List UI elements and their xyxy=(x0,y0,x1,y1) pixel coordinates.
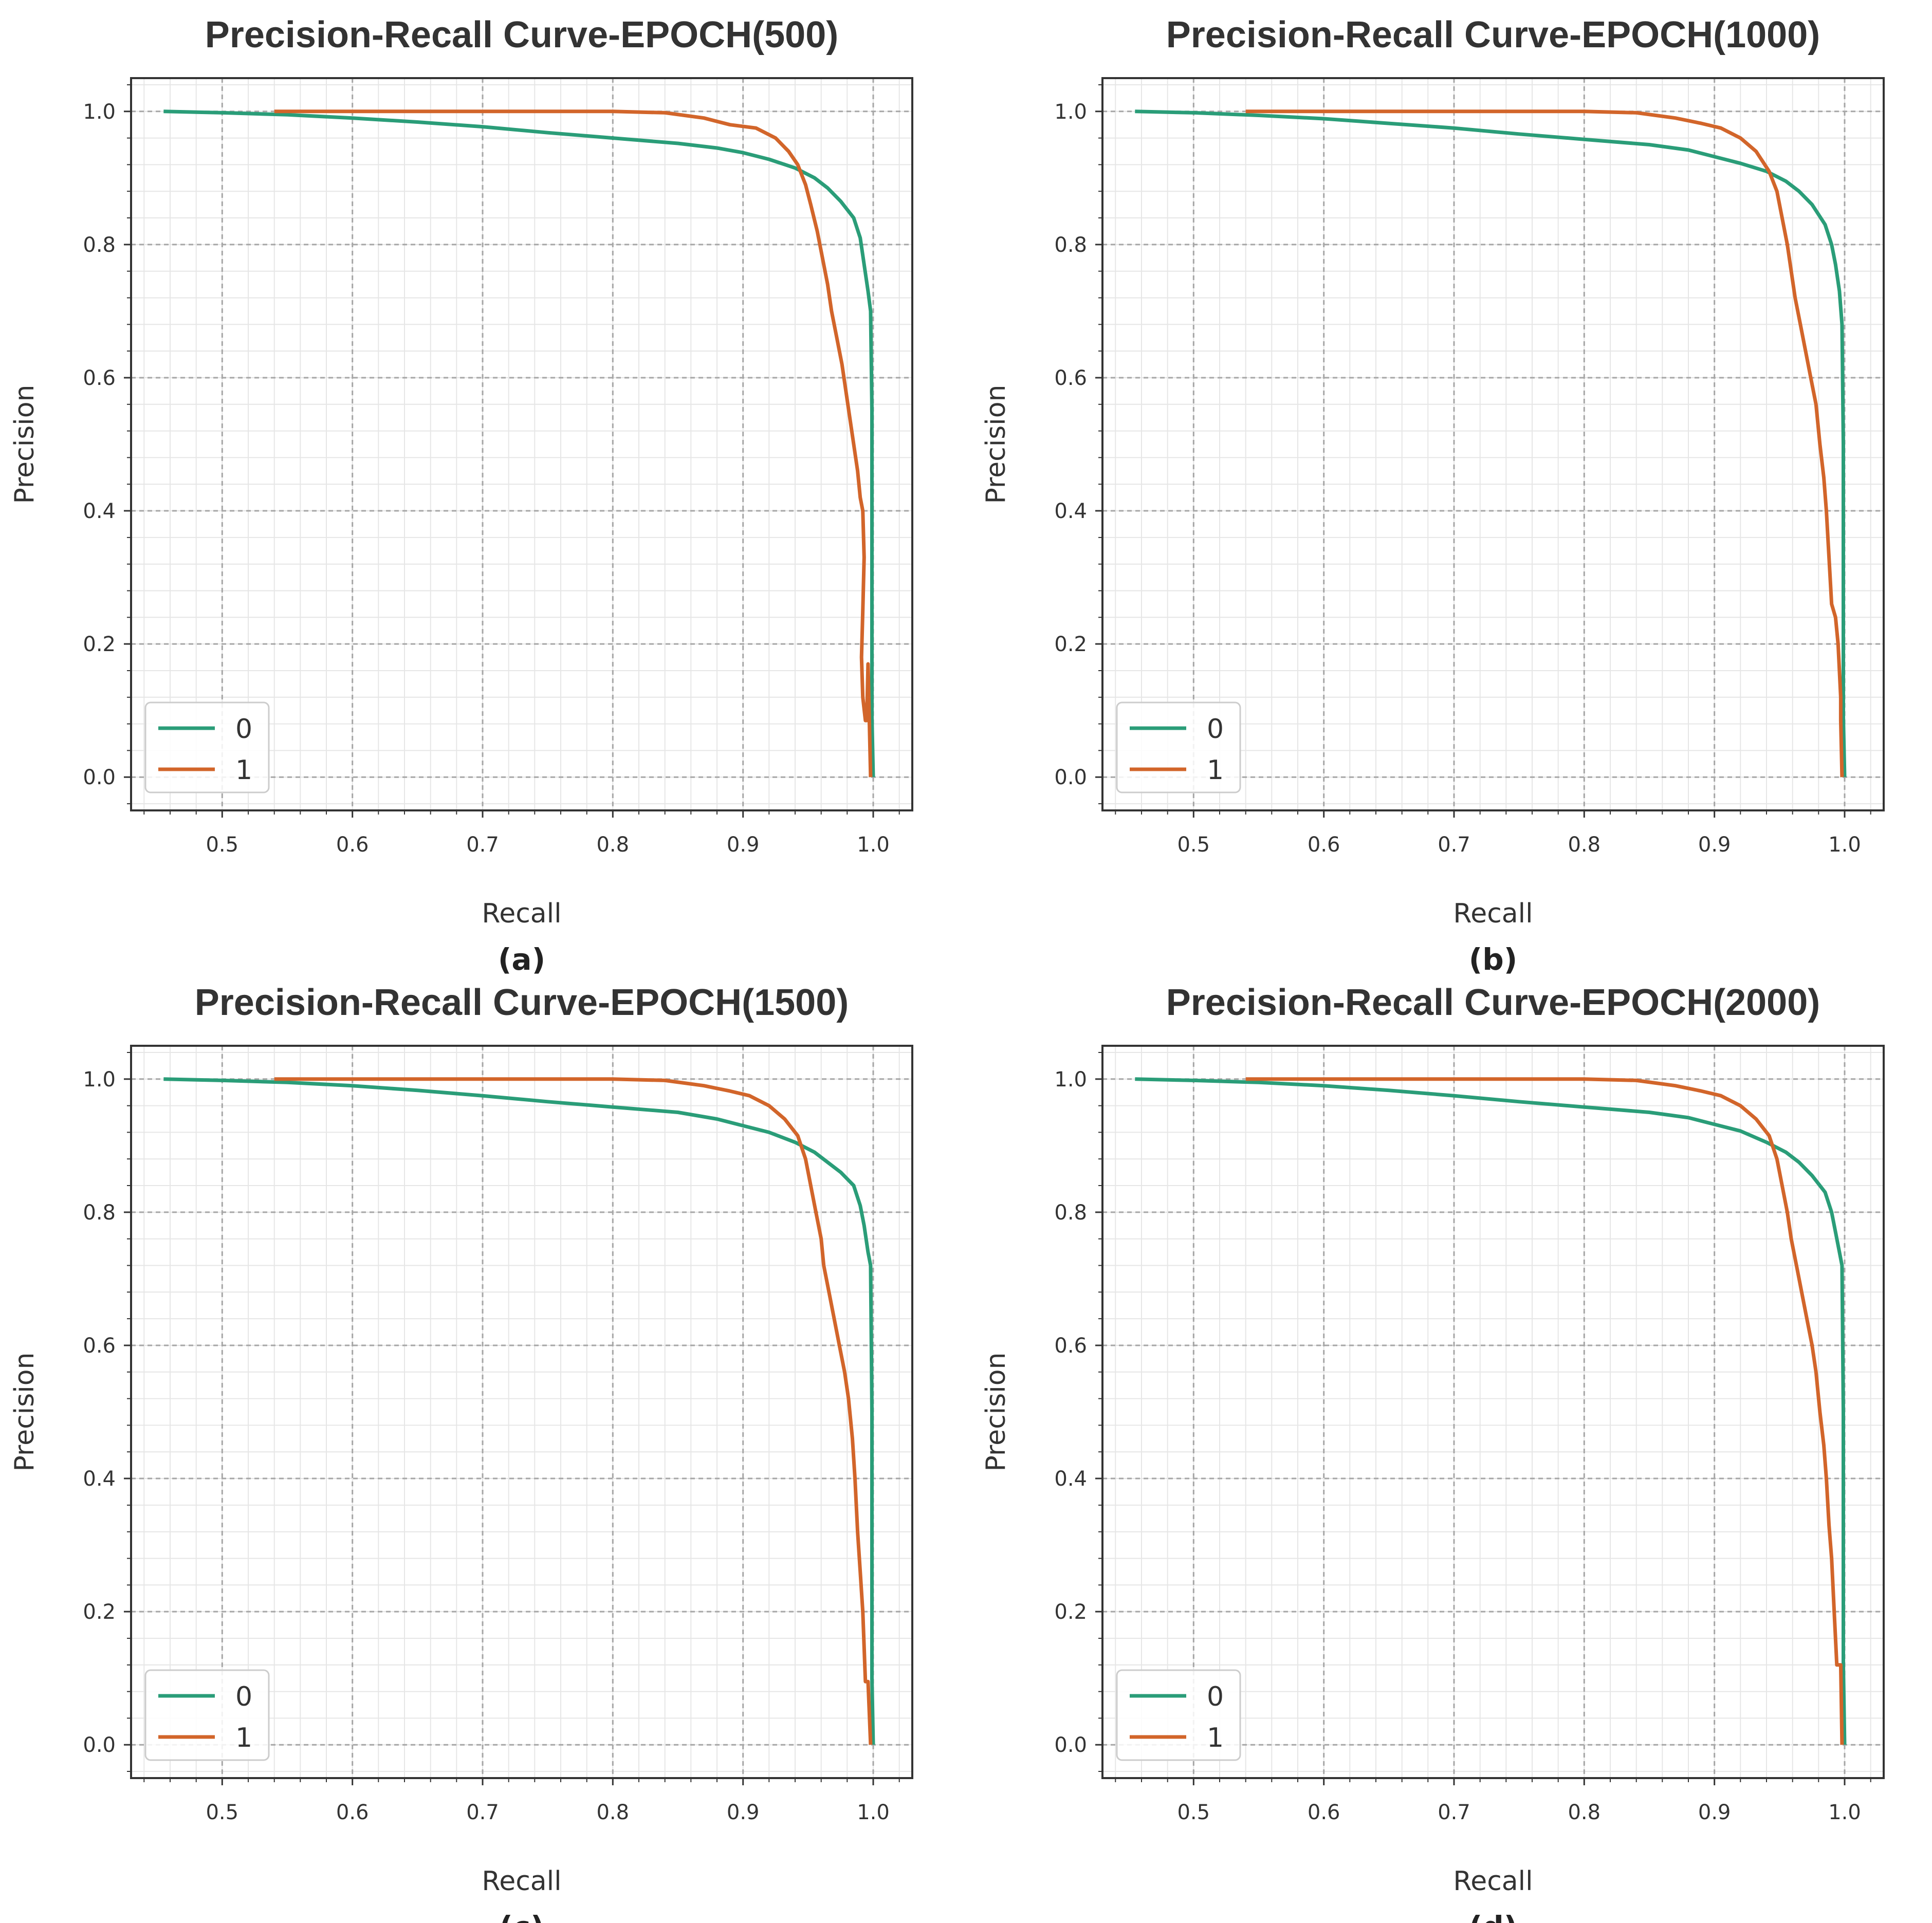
x-tick-label: 0.8 xyxy=(1568,833,1600,857)
chart-panel-3: 0.5 0.6 0.7 0.8 0.9 1.00.00.20.40.60.81.001Pr… xyxy=(9,982,913,1923)
x-axis-label: Recall xyxy=(482,1866,561,1897)
y-tick-label: 0.8 xyxy=(83,1201,116,1225)
y-tick-label: 0.2 xyxy=(1054,633,1087,656)
x-tick-label: 0.7 xyxy=(466,1801,499,1824)
y-tick-label: 0.8 xyxy=(1054,1201,1087,1225)
series-line-1 xyxy=(274,1077,873,1745)
x-tick-label: 0.9 xyxy=(727,1801,760,1824)
x-tick-label: 1.0 xyxy=(1828,1801,1861,1824)
y-tick-label: 0.0 xyxy=(83,766,116,789)
chart-panel-2: 0.5 0.6 0.7 0.8 0.9 1.00.00.20.40.60.81.001Pr… xyxy=(981,14,1885,977)
y-tick-label: 0.8 xyxy=(83,233,116,257)
panel-caption: (c) xyxy=(499,1910,544,1923)
legend: 01 xyxy=(1116,701,1241,793)
y-tick-label: 0.0 xyxy=(1054,766,1087,789)
series-line-0 xyxy=(163,1077,875,1745)
y-tick-label: 0.6 xyxy=(83,366,116,390)
y-tick-label: 0.0 xyxy=(1054,1733,1087,1757)
minor-grid xyxy=(1102,1046,1884,1778)
series-line-1 xyxy=(1245,109,1844,778)
chart-panel-1: 0.5 0.6 0.7 0.8 0.9 1.00.00.20.40.60.81.001Pr… xyxy=(9,14,913,977)
x-tick-label: 0.6 xyxy=(1308,833,1340,857)
y-tick-label: 0.6 xyxy=(1054,366,1087,390)
x-tick-label: 0.6 xyxy=(1308,1801,1340,1824)
legend-label-1: 1 xyxy=(1207,755,1224,786)
y-tick-label: 0.4 xyxy=(1054,500,1087,523)
x-tick-label: 0.9 xyxy=(1698,1801,1731,1824)
y-tick-label: 0.2 xyxy=(83,633,116,656)
series-line-0 xyxy=(163,109,875,778)
chart-title: Precision-Recall Curve-EPOCH(1500) xyxy=(195,982,849,1023)
y-axis-label: Precision xyxy=(981,384,1011,504)
y-tick-label: 1.0 xyxy=(1054,100,1087,124)
x-tick-label: 0.5 xyxy=(1177,833,1210,857)
panel-caption: (a) xyxy=(498,942,545,977)
y-tick-label: 0.2 xyxy=(1054,1600,1087,1624)
x-tick-label: 0.5 xyxy=(206,1801,238,1824)
x-tick-label: 1.0 xyxy=(857,833,890,857)
x-tick-label: 0.7 xyxy=(1438,1801,1470,1824)
y-tick-label: 0.0 xyxy=(83,1733,116,1757)
x-axis-label: Recall xyxy=(1453,1866,1533,1897)
y-tick-label: 0.4 xyxy=(83,500,116,523)
y-tick-label: 0.4 xyxy=(1054,1467,1087,1491)
chart-title: Precision-Recall Curve-EPOCH(1000) xyxy=(1166,14,1820,56)
legend-label-0: 0 xyxy=(1207,1681,1224,1712)
legend-label-1: 1 xyxy=(1207,1723,1224,1753)
series-line-0 xyxy=(1135,1077,1847,1745)
legend-label-0: 0 xyxy=(235,714,252,745)
series-line-0 xyxy=(1135,109,1847,778)
y-axis-label: Precision xyxy=(9,384,40,504)
x-tick-label: 0.5 xyxy=(206,833,238,857)
x-tick-label: 0.9 xyxy=(727,833,760,857)
axes-frame xyxy=(130,77,913,811)
y-tick-label: 1.0 xyxy=(83,1068,116,1092)
minor-grid xyxy=(1102,78,1884,810)
y-axis-label: Precision xyxy=(981,1352,1011,1471)
y-axis-label: Precision xyxy=(9,1352,40,1471)
y-tick-label: 0.2 xyxy=(83,1600,116,1624)
chart-title: Precision-Recall Curve-EPOCH(2000) xyxy=(1166,982,1820,1023)
major-grid xyxy=(131,78,912,810)
x-tick-label: 0.7 xyxy=(466,833,499,857)
minor-grid xyxy=(131,78,912,810)
x-tick-label: 0.8 xyxy=(596,1801,629,1824)
legend: 01 xyxy=(144,1669,270,1761)
x-tick-label: 0.8 xyxy=(596,833,629,857)
axes-frame xyxy=(1101,1045,1885,1779)
x-tick-label: 0.9 xyxy=(1698,833,1731,857)
series-line-1 xyxy=(1245,1077,1844,1745)
legend-label-1: 1 xyxy=(235,1723,252,1753)
x-axis-label: Recall xyxy=(1453,898,1533,929)
minor-grid xyxy=(131,1046,912,1778)
legend-label-1: 1 xyxy=(235,755,252,786)
legend: 01 xyxy=(1116,1669,1241,1761)
series-line-1 xyxy=(274,109,873,778)
y-tick-label: 0.8 xyxy=(1054,233,1087,257)
x-axis-label: Recall xyxy=(482,898,561,929)
y-tick-label: 0.4 xyxy=(83,1467,116,1491)
y-tick-label: 0.6 xyxy=(1054,1334,1087,1358)
panel-caption: (d) xyxy=(1469,1910,1518,1923)
chart-panel-4: 0.5 0.6 0.7 0.8 0.9 1.00.00.20.40.60.81.001Pr… xyxy=(981,982,1885,1923)
x-tick-label: 0.6 xyxy=(336,833,369,857)
legend-label-0: 0 xyxy=(1207,714,1224,745)
chart-title: Precision-Recall Curve-EPOCH(500) xyxy=(205,14,838,56)
major-grid xyxy=(1102,78,1884,810)
axes-frame xyxy=(1101,77,1885,811)
x-tick-label: 0.7 xyxy=(1438,833,1470,857)
legend: 01 xyxy=(144,701,270,793)
axes-frame xyxy=(130,1045,913,1779)
x-tick-label: 1.0 xyxy=(1828,833,1861,857)
x-tick-label: 0.8 xyxy=(1568,1801,1600,1824)
x-tick-label: 0.5 xyxy=(1177,1801,1210,1824)
x-tick-label: 0.6 xyxy=(336,1801,369,1824)
legend-label-0: 0 xyxy=(235,1681,252,1712)
y-tick-label: 0.6 xyxy=(83,1334,116,1358)
x-tick-label: 1.0 xyxy=(857,1801,890,1824)
y-tick-label: 1.0 xyxy=(83,100,116,124)
panel-caption: (b) xyxy=(1469,942,1518,977)
y-tick-label: 1.0 xyxy=(1054,1068,1087,1092)
